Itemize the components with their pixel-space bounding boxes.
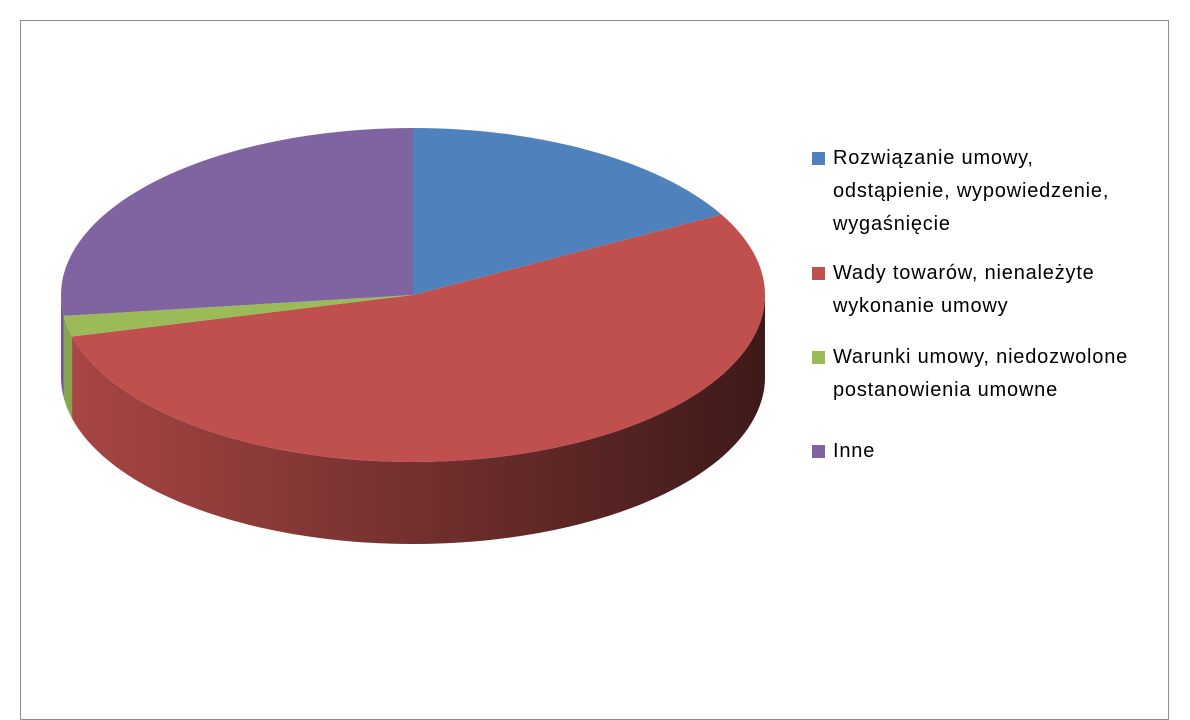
pie-side-shade <box>72 295 766 544</box>
legend-item: Inne <box>812 435 1157 468</box>
pie-sides <box>61 295 766 544</box>
pie-tops <box>61 128 765 462</box>
legend-label: Wady towarów, nienależyte wykonanie umow… <box>833 262 1095 317</box>
legend-label: Warunki umowy, niedozwolone postanowieni… <box>833 346 1129 401</box>
legend-label: Inne <box>833 440 876 462</box>
legend-item: Warunki umowy, niedozwolone postanowieni… <box>812 341 1157 407</box>
pie-slice <box>61 128 414 316</box>
pie-side-shade <box>63 315 73 419</box>
page: {"chart_data": {"type": "pie3d", "catego… <box>20 20 1169 720</box>
pie-slice <box>72 214 765 462</box>
legend-swatch <box>812 351 825 364</box>
chart <box>61 128 766 544</box>
legend-item: Rozwiązanie umowy, odstąpienie, wypowied… <box>812 142 1157 241</box>
legend-swatch <box>812 152 825 165</box>
legend: Rozwiązanie umowy, odstąpienie, wypowied… <box>812 142 1157 468</box>
legend-item: Wady towarów, nienależyte wykonanie umow… <box>812 257 1157 323</box>
legend-swatch <box>812 445 825 458</box>
pie-side-shade <box>61 295 64 398</box>
legend-swatch <box>812 267 825 280</box>
legend-label: Rozwiązanie umowy, odstąpienie, wypowied… <box>833 147 1110 235</box>
pie-slice <box>63 295 413 337</box>
pie-slice <box>413 128 722 295</box>
